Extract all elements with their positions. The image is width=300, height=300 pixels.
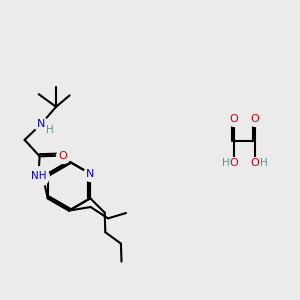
Text: H: H — [222, 158, 230, 169]
Text: O: O — [250, 113, 260, 124]
Text: O: O — [58, 151, 67, 161]
Text: O: O — [230, 158, 238, 169]
Text: N: N — [37, 119, 45, 129]
Text: NH: NH — [31, 171, 46, 182]
Text: O: O — [250, 158, 260, 169]
Text: N: N — [86, 169, 94, 179]
Text: H: H — [46, 124, 53, 135]
Text: H: H — [260, 158, 267, 169]
Text: O: O — [230, 113, 238, 124]
